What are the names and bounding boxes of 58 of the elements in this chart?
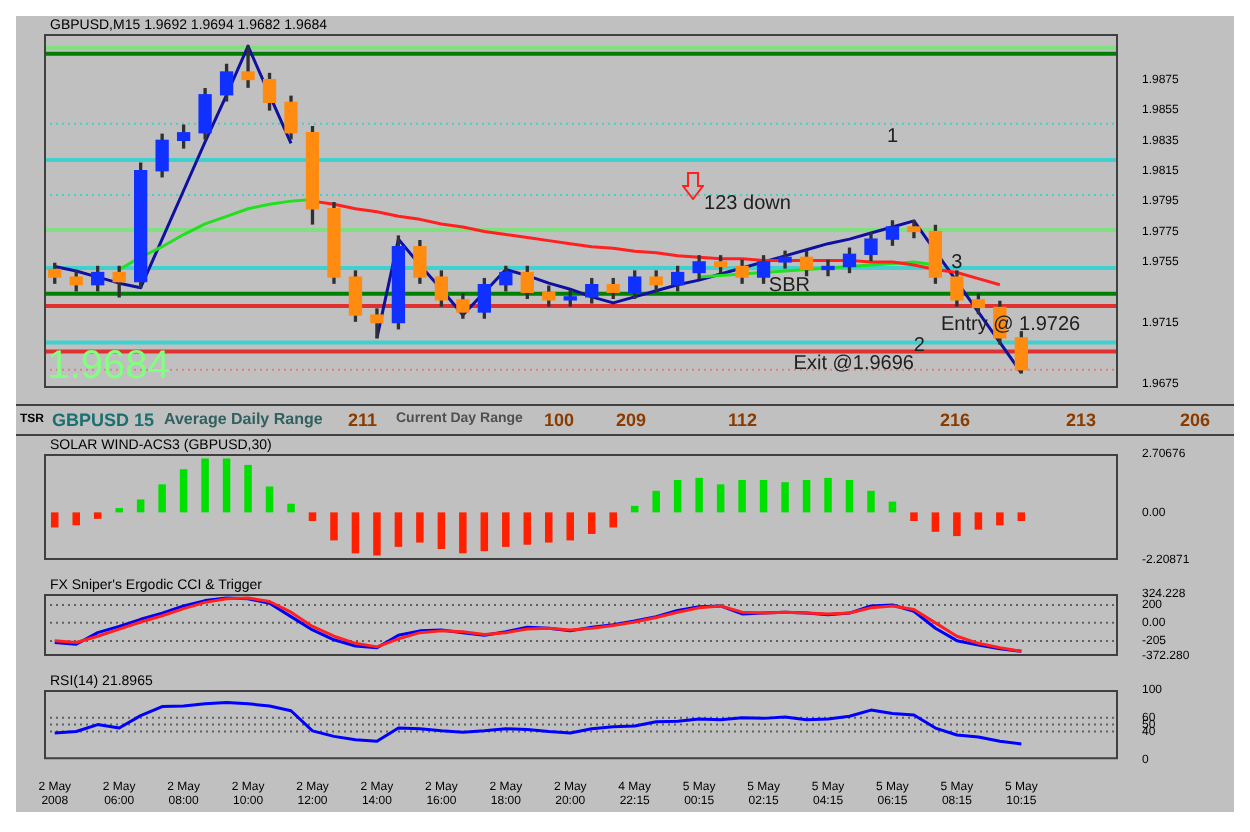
bar: [222, 458, 231, 513]
bar: [50, 512, 59, 528]
bar: [1017, 512, 1026, 521]
annotation: 1.9684: [47, 343, 170, 388]
bar: [502, 512, 510, 547]
annotation: Exit @1.9696: [793, 352, 915, 375]
bar: [652, 490, 660, 513]
bar: [781, 482, 789, 513]
bar: [72, 512, 80, 526]
bar: [566, 512, 575, 541]
text: 100: [544, 408, 575, 432]
bar: [459, 512, 467, 554]
bar: [738, 480, 746, 513]
bar: [716, 484, 725, 513]
bar: [373, 512, 381, 556]
bar: [437, 512, 446, 550]
bar: [845, 480, 854, 513]
bar: [287, 503, 295, 513]
bar: [974, 512, 983, 530]
bar: [480, 512, 489, 552]
bar: [824, 477, 832, 513]
bar: [416, 512, 424, 543]
bar: [953, 512, 961, 537]
bar: [931, 512, 940, 532]
bar: [609, 512, 617, 528]
bar: [244, 464, 252, 513]
bar: [93, 512, 102, 519]
bar: [158, 484, 166, 513]
bar: [330, 512, 338, 541]
bar: [759, 480, 768, 513]
text: GBPUSD 15: [52, 408, 155, 432]
candlestick: [241, 45, 255, 88]
bar: [394, 512, 403, 547]
bar: [179, 469, 188, 513]
text: 206: [1180, 408, 1211, 432]
bar: [201, 458, 209, 513]
bar: [136, 499, 145, 513]
bar: [587, 512, 596, 534]
annotation: 1: [886, 126, 899, 149]
bar: [996, 512, 1004, 526]
bar: [910, 512, 918, 521]
text: 211: [348, 408, 378, 432]
bar: [351, 512, 360, 554]
annotation: 123 down: [704, 193, 791, 216]
text: 209: [616, 408, 647, 432]
text: 216: [940, 408, 971, 432]
text: 112: [728, 408, 758, 432]
bar: [265, 486, 274, 513]
bar: [673, 480, 682, 513]
bar: [545, 512, 553, 543]
bar: [867, 490, 875, 513]
text: Average Daily Range: [164, 408, 323, 432]
bar: [523, 512, 532, 545]
bar: [308, 512, 317, 521]
text: 213: [1066, 408, 1097, 432]
bar: [802, 480, 811, 513]
bar: [695, 477, 703, 513]
annotation: SBR: [768, 274, 810, 297]
